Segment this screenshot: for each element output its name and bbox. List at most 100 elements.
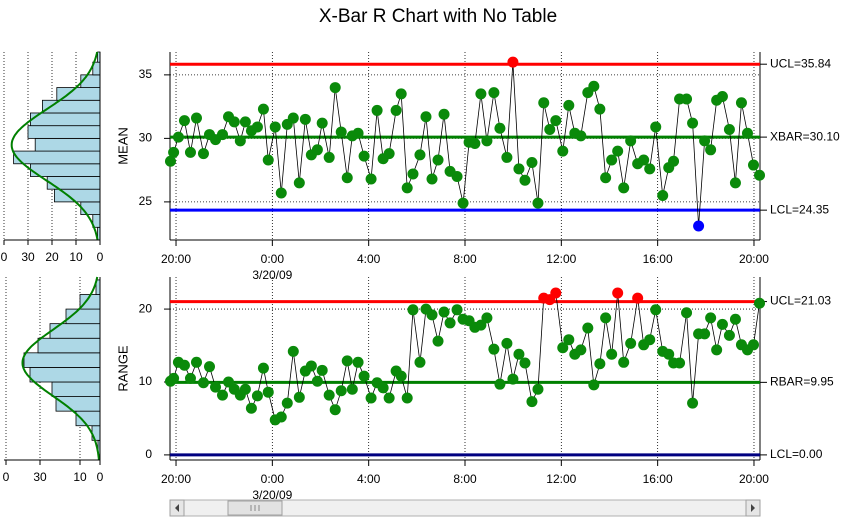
y-tick-label: 35 xyxy=(139,67,153,81)
data-point xyxy=(262,154,274,166)
scroll-right-arrow xyxy=(751,504,755,512)
data-point xyxy=(358,150,370,162)
data-point xyxy=(563,334,575,346)
limit-label: LCL=24.35 xyxy=(770,202,829,216)
data-point xyxy=(494,378,506,390)
data-point xyxy=(469,137,481,149)
data-point xyxy=(501,337,513,349)
histogram-bar xyxy=(80,74,101,88)
data-point xyxy=(168,372,180,384)
data-point xyxy=(668,155,680,167)
histogram-bar xyxy=(13,150,101,165)
data-point xyxy=(723,123,735,135)
data-point xyxy=(526,396,538,408)
data-point xyxy=(632,292,644,304)
data-point xyxy=(197,148,209,160)
x-tick-label: 20:00 xyxy=(161,472,191,486)
normal-curve xyxy=(21,276,100,461)
x-tick-label: 20:00 xyxy=(161,252,191,266)
data-point xyxy=(184,372,196,384)
histogram-tick-label: 0 xyxy=(97,470,104,484)
y-tick-label: 10 xyxy=(139,374,153,388)
histogram-bar xyxy=(37,337,101,354)
data-point xyxy=(164,155,176,167)
data-point xyxy=(365,173,377,185)
scroll-grip xyxy=(250,505,260,511)
x-tick-label: 20:00 xyxy=(739,252,769,266)
data-point xyxy=(352,356,364,368)
data-point xyxy=(494,122,506,134)
data-point xyxy=(705,312,717,324)
x-tick-label: 12:00 xyxy=(546,252,576,266)
histogram-bar xyxy=(51,381,101,397)
y-tick-label: 25 xyxy=(139,194,153,208)
data-point xyxy=(329,404,341,416)
data-point xyxy=(395,88,407,100)
data-line xyxy=(170,62,760,227)
data-point xyxy=(644,334,656,346)
data-point xyxy=(594,358,606,370)
histogram-bar xyxy=(29,112,101,127)
data-point xyxy=(729,313,741,325)
histogram-bar xyxy=(29,163,101,177)
data-point xyxy=(687,117,699,129)
data-point xyxy=(432,154,444,166)
data-point xyxy=(481,312,493,324)
histogram-tick-label: 0 xyxy=(97,250,104,264)
data-point xyxy=(699,328,711,340)
data-point xyxy=(693,220,705,232)
data-point xyxy=(275,411,287,423)
data-point xyxy=(582,322,594,334)
y-axis-title: MEAN xyxy=(115,127,130,165)
histogram-bar xyxy=(75,410,101,427)
data-point xyxy=(488,343,500,355)
data-point xyxy=(383,392,395,404)
y-axis-title: RANGE xyxy=(115,345,130,392)
data-point xyxy=(216,389,228,401)
data-point xyxy=(281,397,293,409)
histogram-tick-label: 10 xyxy=(73,470,87,484)
data-point xyxy=(625,337,637,349)
data-point xyxy=(681,93,693,105)
data-point xyxy=(618,182,630,194)
data-point xyxy=(600,172,612,184)
data-point xyxy=(681,307,693,319)
x-tick-label: 0:00 xyxy=(261,252,285,266)
limit-label: UCL=35.84 xyxy=(770,56,831,70)
data-point xyxy=(451,170,463,182)
data-point xyxy=(557,145,569,157)
x-tick-label: 4:00 xyxy=(357,472,381,486)
data-point xyxy=(526,157,538,169)
data-point xyxy=(557,342,569,354)
data-point xyxy=(457,197,469,209)
x-date-label: 3/20/09 xyxy=(252,268,292,282)
data-point xyxy=(438,306,450,318)
data-point xyxy=(178,115,190,127)
data-point xyxy=(234,135,246,147)
data-point xyxy=(513,163,525,175)
data-point xyxy=(377,382,389,394)
data-point xyxy=(358,370,370,382)
scrollbar[interactable] xyxy=(169,499,761,517)
histogram-tick-label: 0 xyxy=(1,250,8,264)
data-point xyxy=(507,373,519,385)
data-point xyxy=(275,187,287,199)
data-point xyxy=(588,379,600,391)
histogram-bar xyxy=(23,352,101,368)
data-point xyxy=(475,319,487,331)
x-tick-label: 20:00 xyxy=(739,472,769,486)
data-point xyxy=(663,348,675,360)
data-point xyxy=(606,154,618,166)
x-tick-label: 16:00 xyxy=(643,472,673,486)
data-point xyxy=(538,97,550,109)
data-point xyxy=(257,103,269,115)
data-point xyxy=(481,135,493,147)
chart-title: X-Bar R Chart with No Table xyxy=(319,6,557,27)
data-point xyxy=(299,113,311,125)
data-point xyxy=(729,177,741,189)
data-point xyxy=(401,392,413,404)
data-point xyxy=(407,168,419,180)
